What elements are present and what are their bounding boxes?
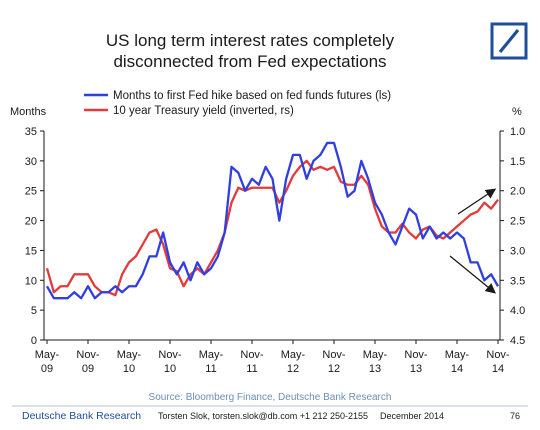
- chart-title-line-2: disconnected from Fed expectations: [113, 52, 386, 71]
- x-axis-tick-label-year: 10: [164, 363, 176, 375]
- series-points: [47, 143, 498, 298]
- x-axis-tick-label-month: Nov-: [322, 349, 346, 361]
- left-axis-label: Months: [10, 106, 47, 118]
- x-axis-tick-label-year: 11: [246, 363, 257, 375]
- x-axis-tick-label-month: May-: [35, 349, 60, 361]
- footer-author: Torsten Slok, torsten.slok@db.com +1 212…: [158, 411, 368, 421]
- left-axis-tick-label: 30: [25, 156, 37, 168]
- x-axis-tick-label-month: May-: [281, 349, 306, 361]
- x-axis-ticks: May- 09 Nov- 09 May- 10 Nov- 10 May- 11 Nov- 11 May-…: [35, 340, 510, 375]
- x-axis-tick-label-year: 11: [205, 363, 216, 375]
- left-axis-ticks: 0 5 10 15 20 25 30 35: [25, 126, 44, 347]
- x-axis-tick-label-year: 10: [123, 363, 135, 375]
- left-axis-tick-label: 15: [25, 245, 37, 257]
- deutsche-bank-logo-icon: [490, 22, 528, 60]
- right-axis-tick-label: 1.0: [510, 126, 525, 138]
- x-axis-tick-label-year: 13: [369, 363, 381, 375]
- source-note: Source: Bloomberg Finance, Deutsche Bank…: [149, 392, 392, 403]
- legend-label-treasury: 10 year Treasury yield (inverted, rs): [113, 105, 294, 117]
- trend-arrow-up: [457, 188, 497, 215]
- x-axis-tick-label-month: Nov-: [240, 349, 264, 361]
- right-axis-tick-label: 4.0: [510, 305, 525, 317]
- right-axis-label: %: [512, 106, 522, 118]
- footer-page-number: 76: [510, 411, 520, 421]
- right-axis-ticks: 1.0 1.5 2.0 2.5 3.0 3.5 4.0 4.5: [500, 126, 525, 347]
- chart-title-line-1: US long term interest rates completely: [106, 31, 395, 50]
- left-axis-tick-label: 0: [31, 335, 37, 347]
- left-axis-tick-label: 20: [25, 216, 37, 228]
- x-axis-tick-label-year: 09: [41, 363, 53, 375]
- x-axis-tick-label-month: Nov-: [486, 349, 510, 361]
- right-axis-tick-label: 2.5: [510, 216, 525, 228]
- x-axis-tick-label-year: 12: [328, 363, 340, 375]
- left-axis-tick-label: 25: [25, 186, 37, 198]
- x-axis-tick-label-year: 09: [82, 363, 94, 375]
- x-axis-tick-label-month: May-: [117, 349, 142, 361]
- series-line-fed-hike-months: [46, 141, 499, 300]
- x-axis-tick-label-month: Nov-: [404, 349, 428, 361]
- right-axis-tick-label: 1.5: [510, 156, 525, 168]
- legend-label-fed-hike: Months to first Fed hike based on fed fu…: [113, 90, 391, 102]
- x-axis-tick-label-month: May-: [445, 349, 470, 361]
- x-axis-tick-label-year: 14: [492, 363, 504, 375]
- x-axis-tick-label-year: 14: [451, 363, 463, 375]
- trend-arrow-down: [449, 255, 497, 294]
- right-axis-tick-label: 3.5: [510, 275, 525, 287]
- right-axis-tick-label: 3.0: [510, 245, 525, 257]
- right-axis-tick-label: 2.0: [510, 186, 525, 198]
- left-axis-tick-label: 5: [31, 305, 37, 317]
- x-axis-tick-label-year: 12: [287, 363, 299, 375]
- chart-legend: Months to first Fed hike based on fed fu…: [84, 90, 391, 117]
- footer-brand: Deutsche Bank Research: [22, 410, 141, 422]
- x-axis-tick-label-month: May-: [363, 349, 388, 361]
- left-axis-tick-label: 10: [25, 275, 37, 287]
- x-axis-tick-label-month: Nov-: [158, 349, 182, 361]
- x-axis-tick-label-year: 13: [410, 363, 422, 375]
- footer-date: December 2014: [380, 411, 444, 421]
- x-axis-tick-label-month: May-: [199, 349, 224, 361]
- left-axis-tick-label: 35: [25, 126, 37, 138]
- right-axis-tick-label: 4.5: [510, 335, 525, 347]
- x-axis-tick-label-month: Nov-: [76, 349, 100, 361]
- series-line-treasury-yield: [45, 159, 499, 297]
